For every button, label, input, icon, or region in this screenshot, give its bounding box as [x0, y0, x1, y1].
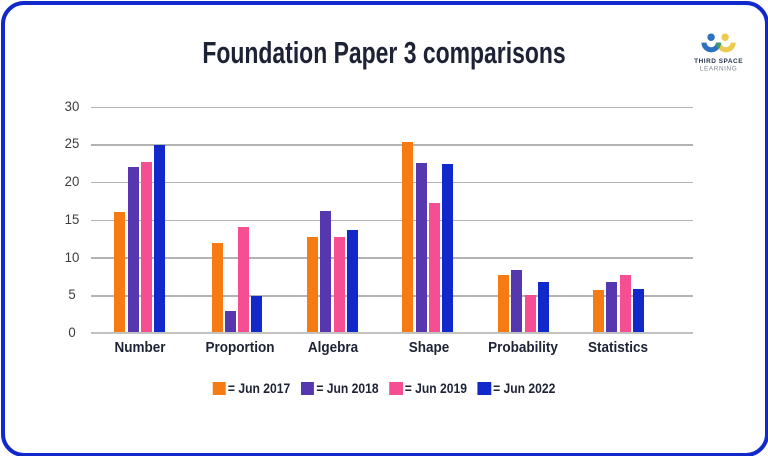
svg-text:THIRD SPACE: THIRD SPACE	[694, 58, 743, 65]
svg-text:LEARNING: LEARNING	[700, 66, 737, 73]
